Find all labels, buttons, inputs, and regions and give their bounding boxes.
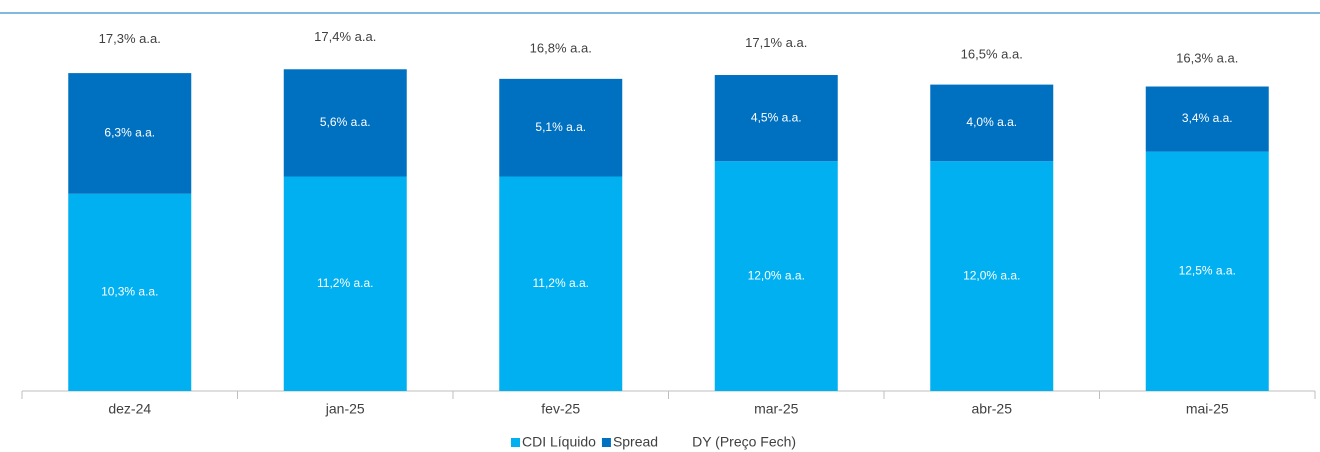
legend-label: Spread — [613, 434, 658, 450]
value-label: 11,2% a.a. — [317, 276, 373, 290]
value-label: 12,0% a.a. — [748, 268, 805, 282]
x-tick-label: dez-24 — [108, 401, 151, 417]
x-tick-label: fev-25 — [541, 401, 580, 417]
dy-label: 16,8% a.a. — [530, 41, 592, 56]
value-label: 3,4% a.a. — [1182, 111, 1233, 125]
legend-swatch — [511, 438, 520, 447]
bar-segment — [283, 176, 407, 391]
dy-point — [1205, 77, 1209, 81]
dy-point — [128, 58, 132, 62]
value-label: 11,2% a.a. — [533, 276, 589, 290]
bar-segment — [1145, 86, 1269, 152]
bar-segment — [714, 161, 838, 391]
bar-segment — [499, 176, 623, 391]
dy-label: 17,3% a.a. — [99, 31, 161, 46]
value-label: 4,0% a.a. — [966, 115, 1017, 129]
value-label: 5,6% a.a. — [320, 115, 371, 129]
legend-label: DY (Preço Fech) — [692, 434, 796, 450]
value-label: 10,3% a.a. — [101, 285, 158, 299]
dy-point — [343, 56, 347, 60]
dy-point — [774, 62, 778, 66]
bar-segment — [68, 73, 192, 194]
x-tick-label: mai-25 — [1186, 401, 1229, 417]
legend-swatch — [601, 438, 611, 447]
bar-segment — [283, 69, 407, 177]
legend-label: CDI Líquido — [522, 434, 596, 450]
dy-label: 16,3% a.a. — [1176, 50, 1238, 65]
value-label: 12,0% a.a. — [963, 268, 1020, 282]
value-label: 5,1% a.a. — [535, 120, 586, 134]
bar-segment — [68, 193, 192, 391]
value-label: 12,5% a.a. — [1179, 263, 1236, 277]
x-tick-label: mar-25 — [754, 401, 799, 417]
dy-point — [559, 67, 563, 71]
bar-segment — [1145, 151, 1269, 391]
bar-segment — [499, 78, 623, 177]
value-label: 4,5% a.a. — [751, 110, 802, 124]
bar-segment — [930, 161, 1054, 391]
bar-segment — [714, 75, 838, 162]
x-tick-label: jan-25 — [325, 401, 365, 417]
dy-label: 17,4% a.a. — [314, 29, 376, 44]
dy-label: 17,1% a.a. — [745, 35, 807, 50]
value-label: 6,3% a.a. — [104, 126, 155, 140]
bar-segment — [930, 84, 1054, 162]
dy-label: 16,5% a.a. — [961, 46, 1023, 61]
x-tick-label: abr-25 — [972, 401, 1013, 417]
dy-point — [990, 73, 994, 77]
